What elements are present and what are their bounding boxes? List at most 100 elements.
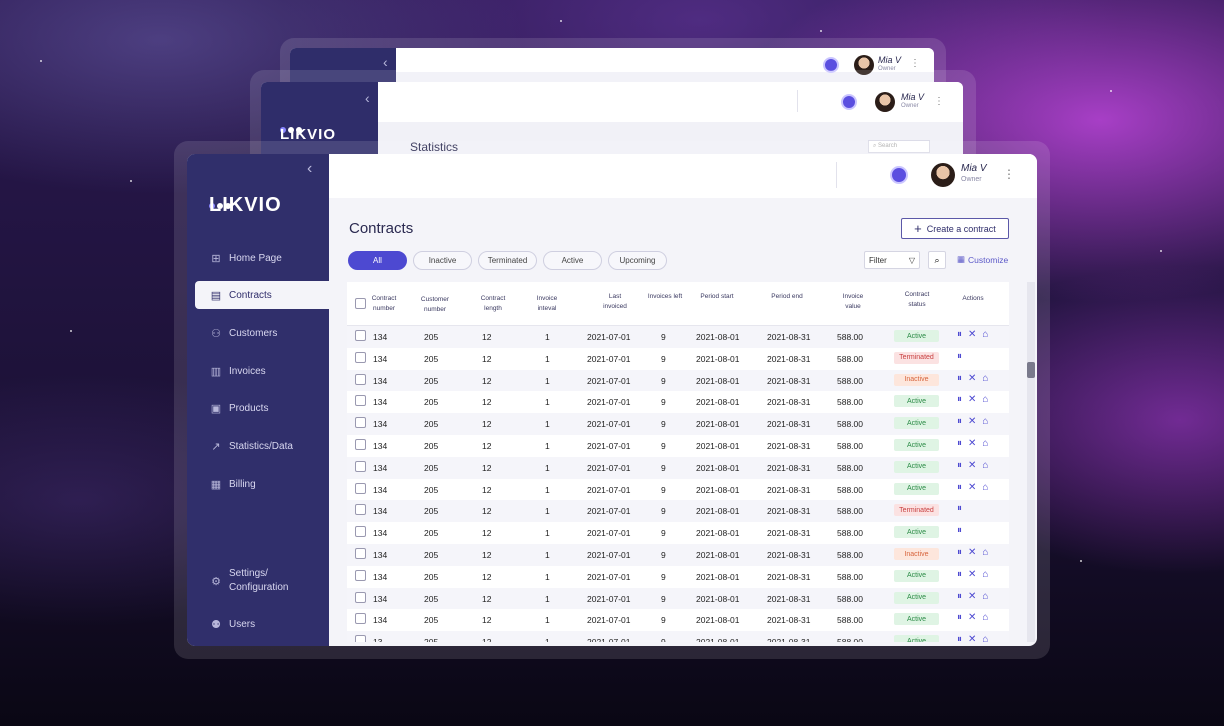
sidebar-item-home-page[interactable]: ⊞ Home Page xyxy=(195,244,329,272)
close-icon[interactable]: ✕ xyxy=(968,634,977,642)
tag-icon[interactable]: ⌂ xyxy=(982,329,989,340)
col-invoice-interval[interactable]: Invoice inteval xyxy=(536,295,558,312)
close-icon[interactable]: ✕ xyxy=(968,394,977,406)
table-row[interactable]: 134 205 12 1 2021-07-01 9 2021-08-01 2021-08-31… xyxy=(347,435,1009,457)
table-row[interactable]: 134 205 12 1 2021-07-01 9 2021-08-01 2021-08-31… xyxy=(347,565,1009,588)
pause-icon[interactable]: ⏸ xyxy=(957,394,962,406)
pause-icon[interactable]: ⏸ xyxy=(957,503,962,515)
sidebar-item-contracts[interactable]: ▤ Contracts xyxy=(195,281,329,309)
close-icon[interactable]: ✕ xyxy=(968,329,977,340)
table-row[interactable]: 134 205 12 1 2021-07-01 9 2021-08-01 2021-08-31… xyxy=(347,369,1009,392)
tag-icon[interactable]: ⌂ xyxy=(982,394,989,406)
close-icon[interactable]: ✕ xyxy=(968,547,977,558)
table-row[interactable]: 134 205 12 1 2021-07-01 9 2021-08-01 2021-08-31… xyxy=(347,413,1009,435)
row-checkbox[interactable] xyxy=(355,613,366,625)
sidebar-item-billing[interactable]: ▦ Billing xyxy=(195,470,329,498)
table-row[interactable]: 134 205 12 1 2021-07-01 9 2021-08-01 2021-08-31… xyxy=(347,544,1009,566)
row-checkbox[interactable] xyxy=(355,591,366,603)
pause-icon[interactable]: ⏸ xyxy=(957,329,962,340)
search-input[interactable]: ⌕ Search xyxy=(868,140,930,153)
col-contract-number[interactable]: Contract number xyxy=(371,295,397,312)
pause-icon[interactable]: ⏸ xyxy=(957,525,962,537)
col-invoice-value[interactable]: Invoice value xyxy=(842,293,864,310)
row-checkbox[interactable] xyxy=(355,635,366,642)
close-icon[interactable]: ✕ xyxy=(968,568,977,580)
pause-icon[interactable]: ⏸ xyxy=(957,634,962,642)
row-checkbox[interactable] xyxy=(355,460,366,472)
col-period-start[interactable]: Period start xyxy=(700,293,734,300)
close-icon[interactable]: ✕ xyxy=(968,612,977,624)
tag-icon[interactable]: ⌂ xyxy=(982,612,989,624)
pause-icon[interactable]: ⏸ xyxy=(957,459,962,471)
row-checkbox[interactable] xyxy=(355,351,366,363)
close-icon[interactable]: ✕ xyxy=(968,590,977,602)
tag-icon[interactable]: ⌂ xyxy=(982,416,989,428)
pause-icon[interactable]: ⏸ xyxy=(957,612,962,624)
close-icon[interactable]: ✕ xyxy=(968,372,977,384)
collapse-sidebar-icon[interactable]: ‹ xyxy=(307,160,313,177)
sidebar-item-users[interactable]: ⚉ Users xyxy=(195,610,329,638)
close-icon[interactable]: ✕ xyxy=(968,438,977,449)
create-contract-button[interactable]: + Create a contract xyxy=(901,218,1009,239)
col-last-invoiced[interactable]: Last invoiced xyxy=(603,293,627,310)
row-checkbox[interactable] xyxy=(355,569,366,581)
row-checkbox[interactable] xyxy=(355,482,366,494)
table-row[interactable]: 134 205 12 1 2021-07-01 9 2021-08-01 2021-08-31… xyxy=(347,609,1009,632)
col-invoices-left[interactable]: Invoices left xyxy=(647,293,683,300)
table-row[interactable]: 134 205 12 1 2021-07-01 9 2021-08-01 2021-08-31… xyxy=(347,500,1009,523)
sidebar-item-statistics[interactable]: ↗ Statistics/Data xyxy=(195,432,329,460)
scrollbar-thumb[interactable] xyxy=(1027,362,1035,378)
col-contract-length[interactable]: Contract length xyxy=(480,295,506,312)
col-contract-status[interactable]: Contract status xyxy=(904,291,930,308)
tag-icon[interactable]: ⌂ xyxy=(982,634,989,642)
tag-icon[interactable]: ⌂ xyxy=(982,372,989,384)
table-row[interactable]: 13 205 12 1 2021-07-01 9 2021-08-01 2021-08-31 5… xyxy=(347,631,1009,642)
notification-bell-icon[interactable] xyxy=(890,166,908,184)
pause-icon[interactable]: ⏸ xyxy=(957,438,962,449)
tab-active[interactable]: Active xyxy=(543,251,602,270)
pause-icon[interactable]: ⏸ xyxy=(957,547,962,558)
tag-icon[interactable]: ⌂ xyxy=(982,459,989,471)
pause-icon[interactable]: ⏸ xyxy=(957,372,962,384)
tab-upcoming[interactable]: Upcoming xyxy=(608,251,667,270)
table-row[interactable]: 134 205 12 1 2021-07-01 9 2021-08-01 2021-08-31… xyxy=(347,347,1009,370)
avatar[interactable] xyxy=(931,163,955,187)
row-checkbox[interactable] xyxy=(355,526,366,538)
more-options-icon[interactable]: ⋮ xyxy=(1003,167,1015,181)
tag-icon[interactable]: ⌂ xyxy=(982,438,989,449)
pause-icon[interactable]: ⏸ xyxy=(957,416,962,428)
tag-icon[interactable]: ⌂ xyxy=(982,481,989,493)
tab-all[interactable]: All xyxy=(348,251,407,270)
sidebar-item-invoices[interactable]: ▥ Invoices xyxy=(195,357,329,385)
row-checkbox[interactable] xyxy=(355,395,366,407)
customize-button[interactable]: ▦ Customize xyxy=(957,254,1008,265)
table-scrollbar[interactable] xyxy=(1027,282,1035,642)
sidebar-item-settings[interactable]: ⚙ Settings/ Configuration xyxy=(195,564,329,598)
row-checkbox[interactable] xyxy=(355,330,366,341)
table-row[interactable]: 134 205 12 1 2021-07-01 9 2021-08-01 2021-08-31… xyxy=(347,391,1009,414)
sidebar-item-products[interactable]: ▣ Products xyxy=(195,394,329,422)
pause-icon[interactable]: ⏸ xyxy=(957,590,962,602)
pause-icon[interactable]: ⏸ xyxy=(957,481,962,493)
sidebar-item-customers[interactable]: ⚇ Customers xyxy=(195,319,329,347)
row-checkbox[interactable] xyxy=(355,439,366,450)
row-checkbox[interactable] xyxy=(355,373,366,385)
col-customer-number[interactable]: Customer number xyxy=(420,296,450,313)
row-checkbox[interactable] xyxy=(355,417,366,429)
row-checkbox[interactable] xyxy=(355,548,366,559)
pause-icon[interactable]: ⏸ xyxy=(957,568,962,580)
tag-icon[interactable]: ⌂ xyxy=(982,568,989,580)
table-row[interactable]: 134 205 12 1 2021-07-01 9 2021-08-01 2021-08-31… xyxy=(347,587,1009,610)
filter-button[interactable]: Filter ▽ xyxy=(864,251,920,269)
table-row[interactable]: 134 205 12 1 2021-07-01 9 2021-08-01 2021-08-31… xyxy=(347,456,1009,479)
table-row[interactable]: 134 205 12 1 2021-07-01 9 2021-08-01 2021-08-31… xyxy=(347,522,1009,544)
col-period-end[interactable]: Period end xyxy=(771,293,803,300)
row-checkbox[interactable] xyxy=(355,504,366,516)
table-row[interactable]: 134 205 12 1 2021-07-01 9 2021-08-01 2021-08-31… xyxy=(347,478,1009,501)
close-icon[interactable]: ✕ xyxy=(968,459,977,471)
close-icon[interactable]: ✕ xyxy=(968,416,977,428)
search-button[interactable]: ⌕ xyxy=(928,251,946,269)
tab-inactive[interactable]: Inactive xyxy=(413,251,472,270)
tab-terminated[interactable]: Terminated xyxy=(478,251,537,270)
table-row[interactable]: 134 205 12 1 2021-07-01 9 2021-08-01 2021-08-31… xyxy=(347,326,1009,348)
